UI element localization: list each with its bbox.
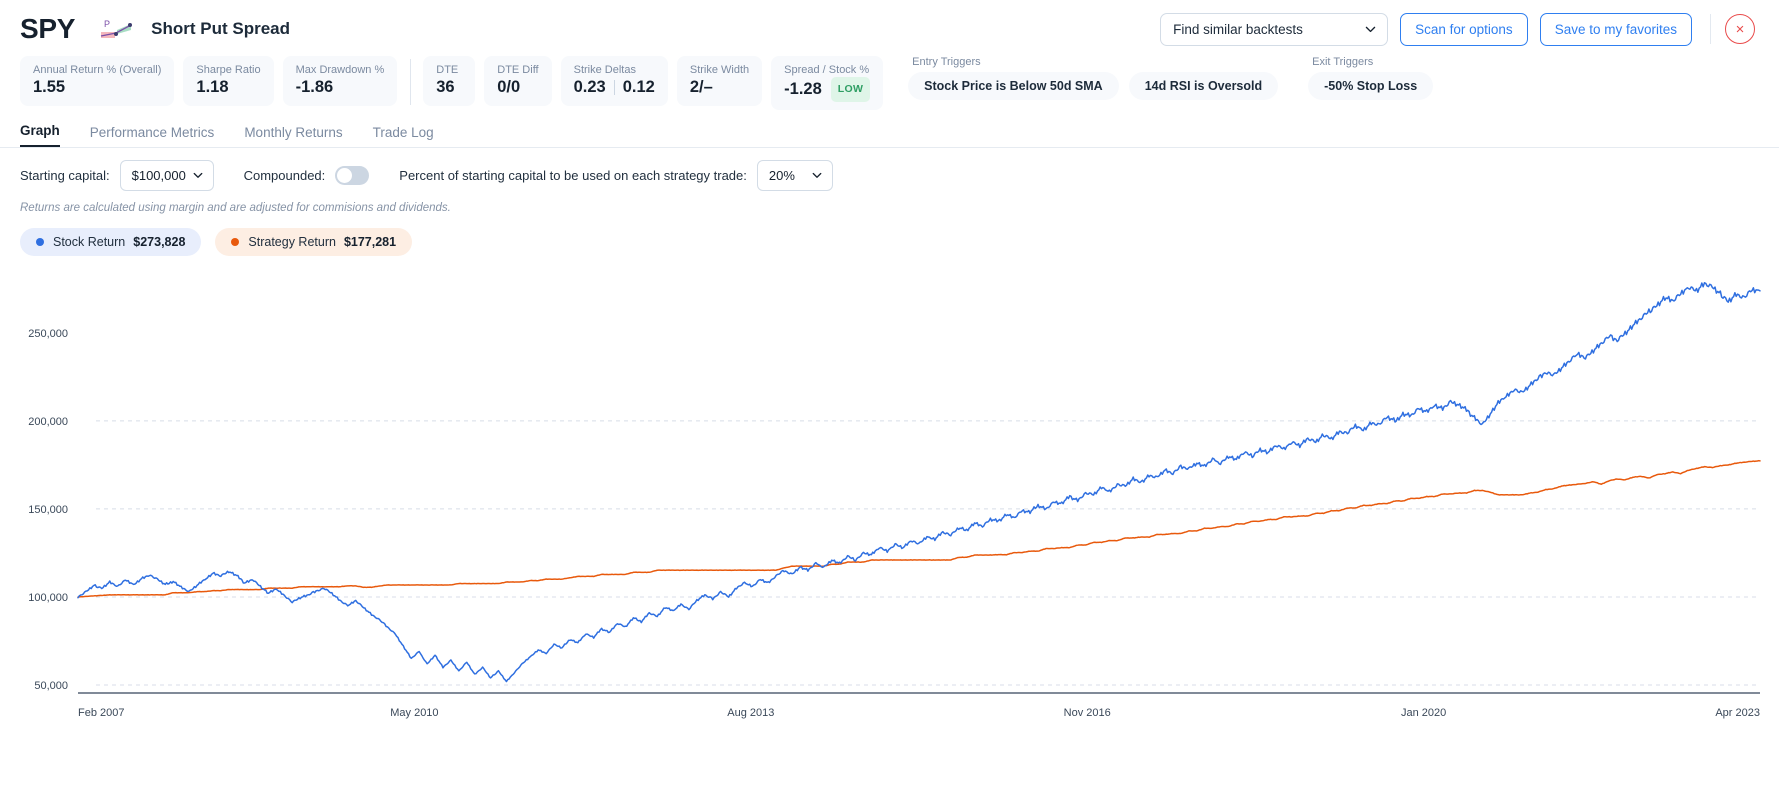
metric-label: Strike Deltas xyxy=(573,64,636,76)
percent-capital-label: Percent of starting capital to be used o… xyxy=(399,167,747,183)
chart-legend: Stock Return $273,828 Strategy Return $1… xyxy=(0,214,1779,256)
metric-value: 0.23 0.12 xyxy=(574,77,655,98)
exit-triggers-title: Exit Triggers xyxy=(1312,56,1374,68)
x-axis-tick-label: Nov 2016 xyxy=(1064,707,1111,719)
save-to-favorites-button[interactable]: Save to my favorites xyxy=(1539,12,1692,46)
metric-label: Sharpe Ratio xyxy=(196,64,261,76)
legend-value: $273,828 xyxy=(133,235,186,249)
legend-value: $177,281 xyxy=(343,235,397,249)
compounded-toggle[interactable] xyxy=(335,165,370,185)
metric-value: 2/– xyxy=(689,78,713,96)
metric-dte: DTE 36 xyxy=(423,56,476,106)
x-axis-tick-label: Jan 2020 xyxy=(1401,707,1446,719)
y-axis-tick-label: 250,000 xyxy=(28,328,68,340)
metric-dte-diff: DTE Diff 0/0 xyxy=(484,56,552,106)
strike-delta-divider xyxy=(613,80,615,95)
metric-label: DTE xyxy=(436,64,459,76)
find-similar-backtests-label: Find similar backtests xyxy=(1173,21,1303,37)
exit-triggers-group: Exit Triggers -50% Stop Loss xyxy=(1308,56,1443,100)
starting-capital-label: Starting capital: xyxy=(20,167,110,183)
x-axis-tick-label: May 2010 xyxy=(390,707,438,719)
ticker-symbol: SPY xyxy=(20,13,76,44)
entry-triggers-group: Entry Triggers Stock Price is Below 50d … xyxy=(908,56,1288,100)
metric-max-drawdown: Max Drawdown % -1.86 xyxy=(282,56,398,106)
metric-label: DTE Diff xyxy=(497,64,539,76)
x-axis-tick-label: Apr 2023 xyxy=(1715,707,1760,719)
payoff-diagram-icon: P xyxy=(101,19,133,38)
status-badge: LOW xyxy=(830,77,871,102)
legend-dot-strategy xyxy=(231,238,240,246)
entry-triggers-pills: Stock Price is Below 50d SMA 14d RSI is … xyxy=(908,72,1288,100)
metric-value: 1.55 xyxy=(33,78,66,96)
metric-annual-return: Annual Return % (Overall) 1.55 xyxy=(20,56,175,106)
entry-triggers-title: Entry Triggers xyxy=(912,56,981,68)
metric-label: Max Drawdown % xyxy=(295,64,385,76)
series-line-stock-return xyxy=(77,282,1761,683)
metric-value: 0/0 xyxy=(497,78,521,96)
legend-label: Strategy Return xyxy=(248,235,336,249)
close-icon[interactable]: × xyxy=(1725,14,1755,44)
tab-trade-log[interactable]: Trade Log xyxy=(372,125,434,140)
legend-item-strategy-return[interactable]: Strategy Return $177,281 xyxy=(215,228,413,256)
equity-curve-chart: 50,000 100,000 150,000 200,000 250,000 Feb 20… xyxy=(0,270,1779,755)
chevron-down-icon xyxy=(812,172,822,178)
metric-value: 36 xyxy=(436,78,455,96)
toolbar-divider xyxy=(1710,14,1711,44)
metrics-group-divider xyxy=(410,59,412,105)
metric-strike-deltas: Strike Deltas 0.23 0.12 xyxy=(560,56,668,106)
tab-graph[interactable]: Graph xyxy=(20,123,60,147)
y-axis-tick-label: 150,000 xyxy=(28,504,68,516)
legend-label: Stock Return xyxy=(53,235,126,249)
exit-triggers-pills: -50% Stop Loss xyxy=(1308,72,1443,100)
svg-text:P: P xyxy=(104,19,110,29)
strategy-title: Short Put Spread xyxy=(151,19,290,38)
tab-bar: Graph Performance Metrics Monthly Return… xyxy=(0,112,1779,148)
percent-capital-value: 20% xyxy=(768,167,795,183)
metric-value: -1.28 LOW xyxy=(784,77,871,102)
tab-monthly-returns[interactable]: Monthly Returns xyxy=(244,125,343,140)
entry-trigger-pill: Stock Price is Below 50d SMA xyxy=(908,72,1119,100)
chart-svg: 50,000 100,000 150,000 200,000 250,000 Feb 20… xyxy=(28,282,1761,719)
metric-label: Strike Width xyxy=(689,64,750,76)
series-line-strategy-return xyxy=(77,459,1761,598)
metric-strike-width: Strike Width 2/– xyxy=(676,56,763,106)
tab-performance-metrics[interactable]: Performance Metrics xyxy=(89,125,215,140)
scan-for-options-button[interactable]: Scan for options xyxy=(1400,12,1528,46)
entry-trigger-pill: 14d RSI is Oversold xyxy=(1128,72,1279,100)
y-axis-tick-label: 200,000 xyxy=(28,416,68,428)
compounded-label: Compounded: xyxy=(243,167,326,183)
top-bar: SPY P Short Put Spread Find similar back… xyxy=(0,0,1779,50)
legend-item-stock-return[interactable]: Stock Return $273,828 xyxy=(20,228,202,256)
starting-capital-select[interactable]: $100,000 xyxy=(119,159,214,191)
metric-spread-stock-pct: Spread / Stock % -1.28 LOW xyxy=(771,56,884,110)
returns-disclaimer: Returns are calculated using margin and … xyxy=(20,202,451,214)
spread-stock-value: -1.28 xyxy=(784,80,822,98)
chart-controls: Starting capital: $100,000 Compounded: P… xyxy=(0,148,1779,191)
percent-capital-select[interactable]: 20% xyxy=(756,159,833,191)
x-axis-tick-label: Feb 2007 xyxy=(78,707,124,719)
metric-value: 1.18 xyxy=(196,78,229,96)
chevron-down-icon xyxy=(193,172,202,178)
metric-label: Annual Return % (Overall) xyxy=(33,64,162,76)
legend-dot-stock xyxy=(36,238,44,246)
toggle-knob xyxy=(337,167,353,183)
starting-capital-value: $100,000 xyxy=(131,167,186,183)
strike-delta-long: 0.12 xyxy=(622,78,655,96)
x-axis-tick-label: Aug 2013 xyxy=(727,707,774,719)
metrics-row: Annual Return % (Overall) 1.55 Sharpe Ra… xyxy=(0,50,1779,110)
exit-trigger-pill: -50% Stop Loss xyxy=(1308,72,1434,100)
metric-value: -1.86 xyxy=(295,78,334,96)
chevron-down-icon xyxy=(1365,26,1376,33)
y-axis-tick-label: 100,000 xyxy=(28,592,68,604)
metric-sharpe-ratio: Sharpe Ratio 1.18 xyxy=(183,56,274,106)
metric-label: Spread / Stock % xyxy=(784,64,870,76)
find-similar-backtests-select[interactable]: Find similar backtests xyxy=(1160,12,1389,46)
strike-delta-short: 0.23 xyxy=(573,78,606,96)
y-axis-tick-label: 50,000 xyxy=(34,680,68,692)
